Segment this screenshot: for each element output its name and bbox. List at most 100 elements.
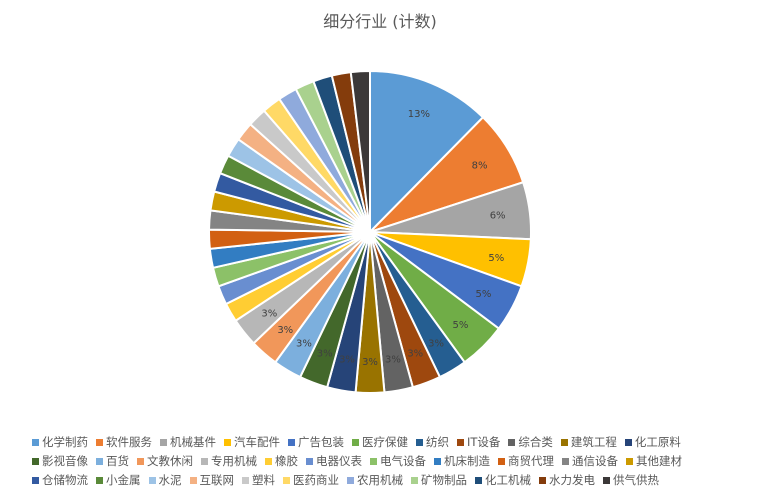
legend-label: 橡胶 xyxy=(275,454,298,468)
slice-label: 3% xyxy=(277,325,293,336)
legend-swatch xyxy=(32,477,39,484)
legend-item: 机床制造 xyxy=(434,452,490,471)
slice-label: 3% xyxy=(385,355,401,366)
slice-label: 8% xyxy=(472,160,488,171)
legend-swatch xyxy=(411,477,418,484)
legend-label: 电器仪表 xyxy=(316,454,362,468)
slice-label: 3% xyxy=(261,308,277,319)
slice-label: 5% xyxy=(475,289,491,300)
legend-item: 医疗保健 xyxy=(352,433,408,452)
legend-label: 其他建材 xyxy=(636,454,682,468)
legend-label: 机床制造 xyxy=(444,454,490,468)
legend-label: 医药商业 xyxy=(293,473,339,487)
legend-label: 软件服务 xyxy=(106,435,152,449)
legend-item: 电气设备 xyxy=(370,452,426,471)
legend-item: 综合类 xyxy=(508,433,553,452)
legend-label: 纺织 xyxy=(426,435,449,449)
slice-label: 5% xyxy=(488,253,504,264)
legend-item: 矿物制品 xyxy=(411,471,467,490)
legend-label: 百货 xyxy=(106,454,129,468)
legend-swatch xyxy=(242,477,249,484)
legend-label: 综合类 xyxy=(518,435,553,449)
legend-label: 供气供热 xyxy=(613,473,659,487)
legend-item: 文教休闲 xyxy=(137,452,193,471)
legend-item: IT设备 xyxy=(457,433,500,452)
legend-item: 橡胶 xyxy=(265,452,298,471)
legend-swatch xyxy=(508,439,516,446)
legend-swatch xyxy=(539,477,546,484)
legend-item: 化工机械 xyxy=(475,471,531,490)
legend-label: 建筑工程 xyxy=(570,435,617,449)
legend-item: 通信设备 xyxy=(562,452,618,471)
legend-swatch xyxy=(347,477,354,484)
legend-swatch xyxy=(434,458,441,465)
legend-swatch xyxy=(560,439,568,446)
legend-label: 互联网 xyxy=(199,473,235,487)
legend-label: 广告包装 xyxy=(298,435,344,449)
legend-label: 汽车配件 xyxy=(234,435,280,449)
legend-swatch xyxy=(148,477,156,484)
legend-item: 汽车配件 xyxy=(224,433,280,452)
slice-label: 3% xyxy=(296,339,312,350)
legend-label: 专用机械 xyxy=(211,454,257,468)
legend-item: 广告包装 xyxy=(288,433,344,452)
legend-item: 建筑工程 xyxy=(560,433,617,452)
legend-swatch xyxy=(137,458,144,465)
legend-label: 商贸代理 xyxy=(508,454,554,468)
legend-swatch xyxy=(624,439,632,446)
legend-label: 水泥 xyxy=(158,473,182,487)
legend-item: 影视音像 xyxy=(32,452,88,471)
legend-swatch xyxy=(457,439,464,446)
legend-swatch xyxy=(288,439,295,446)
legend-item: 化工原料 xyxy=(624,433,681,452)
legend-item: 电器仪表 xyxy=(306,452,362,471)
legend-swatch xyxy=(96,439,103,446)
legend-item: 水力发电 xyxy=(539,471,595,490)
legend-swatch xyxy=(201,458,208,465)
legend-label: IT设备 xyxy=(467,435,501,449)
slice-label: 3% xyxy=(339,355,355,366)
legend-item: 专用机械 xyxy=(201,452,257,471)
legend-swatch xyxy=(370,458,377,465)
slice-label: 3% xyxy=(317,349,333,360)
legend-item: 仓储物流 xyxy=(32,471,88,490)
legend-swatch xyxy=(498,458,505,465)
chart-legend: 化学制药 软件服务 机械基件 汽车配件 广告包装 医疗保健 纺织 IT设备 综合类 建筑工程 化工原… xyxy=(32,433,747,490)
legend-label: 影视音像 xyxy=(42,454,88,468)
legend-item: 互联网 xyxy=(189,471,235,490)
legend-label: 化工机械 xyxy=(485,473,531,487)
legend-item: 农用机械 xyxy=(347,471,403,490)
slice-label: 13% xyxy=(408,109,430,120)
legend-label: 化工原料 xyxy=(634,435,681,449)
legend-label: 文教休闲 xyxy=(147,454,193,468)
legend-item: 其他建材 xyxy=(626,452,682,471)
legend-swatch xyxy=(189,477,197,484)
legend-item: 机械基件 xyxy=(160,433,216,452)
legend-swatch xyxy=(32,439,39,446)
slice-label: 3% xyxy=(362,357,378,368)
legend-swatch xyxy=(32,458,39,465)
legend-label: 机械基件 xyxy=(170,435,216,449)
legend-swatch xyxy=(416,439,423,446)
legend-item: 医药商业 xyxy=(283,471,339,490)
legend-item: 供气供热 xyxy=(603,471,659,490)
legend-label: 农用机械 xyxy=(357,473,403,487)
legend-item: 软件服务 xyxy=(96,433,152,452)
slice-label: 6% xyxy=(490,211,506,222)
legend-swatch xyxy=(626,458,633,465)
legend-item: 纺织 xyxy=(416,433,449,452)
legend-label: 矿物制品 xyxy=(421,473,467,487)
chart-title: 细分行业 (计数) xyxy=(323,12,437,31)
legend-item: 塑料 xyxy=(242,471,275,490)
slice-label: 3% xyxy=(428,339,444,350)
pie-slice xyxy=(349,69,371,233)
slice-label: 5% xyxy=(452,320,468,331)
legend-swatch xyxy=(96,477,103,484)
legend-swatch xyxy=(224,439,231,446)
legend-label: 塑料 xyxy=(252,473,275,487)
legend-item: 商贸代理 xyxy=(498,452,554,471)
legend-label: 仓储物流 xyxy=(42,473,88,487)
legend-swatch xyxy=(562,458,569,465)
legend-swatch xyxy=(352,439,359,446)
legend-swatch xyxy=(475,477,482,484)
